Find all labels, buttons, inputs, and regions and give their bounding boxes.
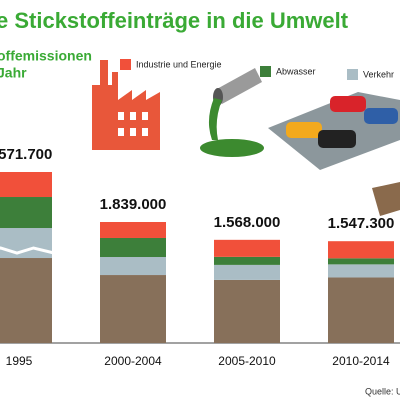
x-tick-label: 2000-2004 bbox=[104, 354, 162, 368]
x-tick-label: 1995 bbox=[6, 354, 33, 368]
total-label: 1.839.000 bbox=[100, 196, 167, 213]
bar-segment bbox=[328, 277, 394, 343]
bar-segment bbox=[0, 228, 52, 259]
cars-illustration bbox=[268, 92, 400, 170]
total-label: 1.547.300 bbox=[328, 215, 395, 232]
bar-segment bbox=[100, 257, 166, 276]
legend-swatch bbox=[120, 59, 131, 70]
x-tick-label: 2005-2010 bbox=[218, 354, 276, 368]
bar-segment bbox=[0, 258, 52, 343]
soil-illustration bbox=[372, 182, 400, 216]
bar-segment bbox=[214, 264, 280, 280]
source: Quelle: Um bbox=[365, 386, 400, 396]
bar-segment bbox=[328, 241, 394, 259]
total-label: 4.571.700 bbox=[0, 146, 52, 163]
bar-segment bbox=[100, 275, 166, 343]
bar-segment bbox=[328, 264, 394, 278]
bar-segment bbox=[100, 237, 166, 258]
bar-segment bbox=[0, 172, 52, 198]
x-tick-label: 2010-2014 bbox=[332, 354, 390, 368]
chart-title: e Stickstoffeinträge in die Umwelt bbox=[0, 8, 349, 33]
legend-swatch bbox=[260, 66, 271, 77]
bar-segment bbox=[214, 256, 280, 265]
pipe-illustration bbox=[200, 68, 264, 157]
total-label: 1.568.000 bbox=[214, 214, 281, 231]
bar-segment bbox=[328, 258, 394, 265]
bar-segment bbox=[0, 197, 52, 229]
subtitle: offemissionen bbox=[0, 48, 92, 64]
legend-label: Industrie und Energie bbox=[136, 59, 222, 69]
legend-swatch bbox=[347, 69, 358, 80]
bar-segment bbox=[100, 222, 166, 238]
bar-segment bbox=[214, 279, 280, 343]
legend-label: Abwasser bbox=[276, 66, 316, 76]
subtitle: Jahr bbox=[0, 65, 27, 81]
factory-illustration bbox=[92, 60, 160, 150]
bar-segment bbox=[214, 239, 280, 257]
axis-break bbox=[0, 246, 55, 255]
legend-label: Verkehr bbox=[363, 69, 394, 79]
